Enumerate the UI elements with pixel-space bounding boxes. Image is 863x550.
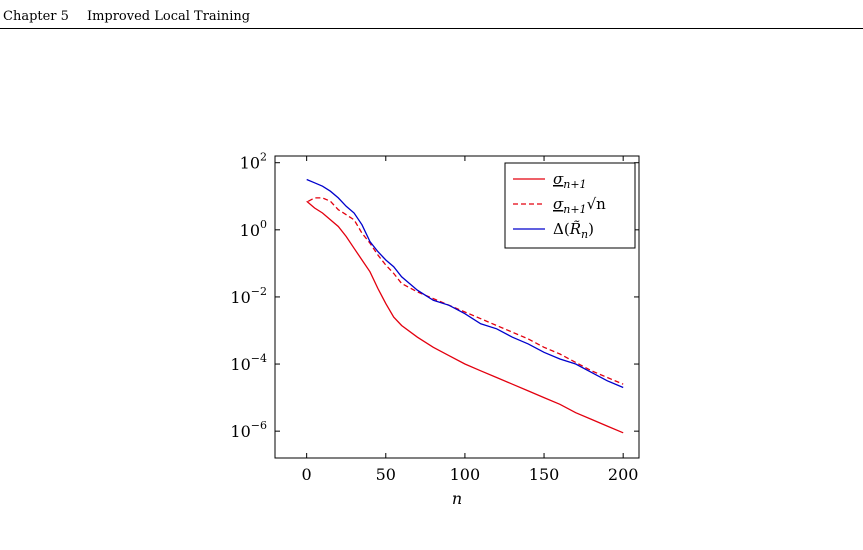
y-tick-label: 100 (240, 218, 267, 240)
y-tick-base: 10 (230, 422, 250, 441)
y-tick-label: 10−4 (230, 352, 267, 374)
y-tick-exponent: −2 (251, 285, 267, 298)
y-tick-label: 10−2 (230, 285, 267, 307)
legend-box (504, 162, 636, 249)
legend-label-1: σn+1 (553, 170, 587, 191)
x-axis-title: n (452, 489, 462, 508)
x-tick-label: 200 (608, 465, 639, 484)
y-tick-exponent: 0 (260, 218, 267, 231)
y-tick-exponent: −4 (251, 352, 267, 365)
series-line-1 (306, 200, 624, 434)
y-tick-label: 10−6 (230, 419, 267, 441)
running-header: Chapter 5 Improved Local Training (0, 6, 863, 29)
x-tick-label: 100 (450, 465, 481, 484)
y-tick-base: 10 (230, 288, 250, 307)
legend-label-2: σn+1√n (553, 195, 606, 216)
series-layer (306, 178, 624, 434)
y-tick-base: 10 (240, 154, 260, 173)
x-tick-label: 50 (376, 465, 396, 484)
x-tick-label: 150 (529, 465, 560, 484)
chapter-heading: Chapter 5 Improved Local Training (3, 9, 250, 24)
chapter-number: Chapter 5 (3, 9, 69, 24)
plot-frame (274, 155, 640, 459)
chapter-title: Improved Local Training (86, 9, 251, 24)
y-tick-exponent: 2 (260, 151, 267, 164)
legend: σn+1 σn+1√n Δ(R̃n) (504, 162, 636, 249)
y-tick-exponent: −6 (251, 419, 267, 432)
series-line-3 (306, 178, 624, 389)
y-tick-base: 10 (240, 221, 260, 240)
y-tick-label: 102 (240, 151, 267, 173)
legend-label-3: Δ(R̃n) (553, 220, 594, 241)
x-tick-label: 0 (302, 465, 312, 484)
y-tick-base: 10 (230, 355, 250, 374)
